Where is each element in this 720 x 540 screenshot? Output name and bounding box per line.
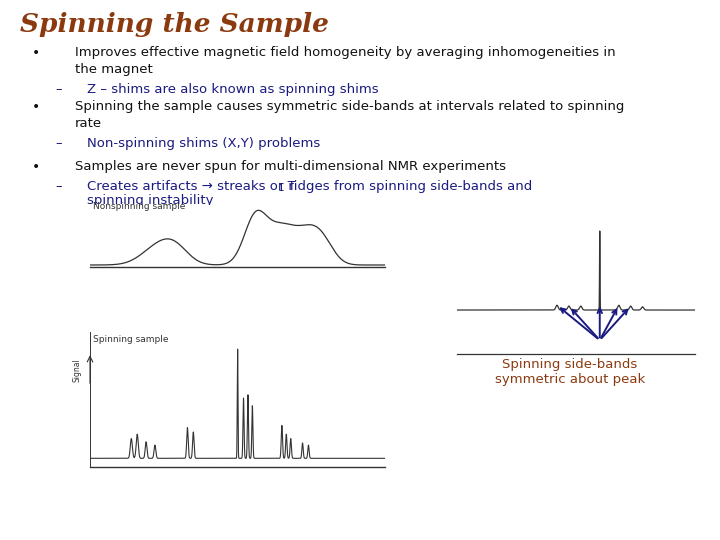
Text: •: • [32, 160, 40, 174]
Text: Non-spinning shims (X,Y) problems: Non-spinning shims (X,Y) problems [87, 137, 320, 150]
Text: Z – shims are also known as spinning shims: Z – shims are also known as spinning shi… [87, 83, 379, 96]
Text: Spinning sample: Spinning sample [93, 335, 168, 344]
Text: •: • [32, 100, 40, 114]
Text: Signal: Signal [72, 358, 81, 382]
Text: Improves effective magnetic field homogeneity by averaging inhomogeneities in
th: Improves effective magnetic field homoge… [75, 46, 616, 76]
Text: –: – [55, 180, 62, 193]
Text: –: – [55, 83, 62, 96]
Text: 1: 1 [278, 183, 284, 193]
Text: Spinning side-bands
symmetric about peak: Spinning side-bands symmetric about peak [495, 358, 645, 386]
Text: Creates artifacts → streaks or T: Creates artifacts → streaks or T [87, 180, 296, 193]
Text: Samples are never spun for multi-dimensional NMR experiments: Samples are never spun for multi-dimensi… [75, 160, 506, 173]
Text: Nonspinning sample: Nonspinning sample [93, 202, 185, 211]
Text: Spinning the sample causes symmetric side-bands at intervals related to spinning: Spinning the sample causes symmetric sid… [75, 100, 624, 130]
Text: Spinning the Sample: Spinning the Sample [20, 12, 329, 37]
Text: –: – [55, 137, 62, 150]
Text: spinning instability: spinning instability [87, 194, 214, 207]
Text: •: • [32, 46, 40, 60]
Text: ridges from spinning side-bands and: ridges from spinning side-bands and [284, 180, 532, 193]
